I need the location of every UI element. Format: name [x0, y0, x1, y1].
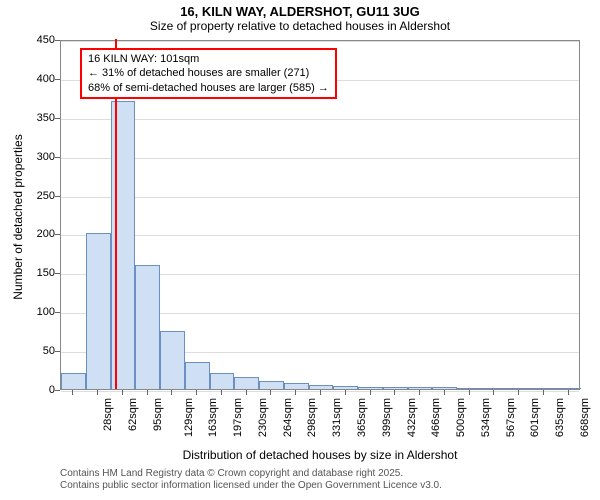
gridline: [61, 158, 579, 159]
ytick-mark: [55, 273, 60, 274]
xtick-mark: [122, 390, 123, 395]
histogram-bar: [309, 385, 334, 389]
chart-subtitle: Size of property relative to detached ho…: [0, 19, 600, 33]
histogram-bar: [358, 387, 383, 389]
histogram-bar: [333, 386, 358, 389]
histogram-bar: [160, 331, 185, 389]
ytick-label: 200: [25, 228, 55, 240]
ytick-mark: [55, 196, 60, 197]
gridline: [61, 197, 579, 198]
histogram-bar: [457, 388, 482, 389]
histogram-bar: [111, 101, 136, 389]
ytick-mark: [55, 234, 60, 235]
histogram-bar: [135, 265, 160, 389]
annotation-line1: 16 KILN WAY: 101sqm: [88, 52, 329, 66]
xtick-mark: [97, 390, 98, 395]
histogram-bar: [259, 381, 284, 389]
xtick-label: 129sqm: [183, 398, 195, 437]
histogram-bar: [531, 388, 556, 389]
xtick-label: 163sqm: [208, 398, 220, 437]
xtick-mark: [394, 390, 395, 395]
annotation-box: 16 KILN WAY: 101sqm ← 31% of detached ho…: [80, 48, 337, 99]
histogram-bar: [383, 387, 408, 389]
y-axis-label: Number of detached properties: [11, 127, 25, 307]
xtick-mark: [320, 390, 321, 395]
ytick-label: 250: [25, 190, 55, 202]
ytick-label: 50: [25, 345, 55, 357]
attribution: Contains HM Land Registry data © Crown c…: [60, 468, 442, 492]
xtick-label: 534sqm: [480, 398, 492, 437]
attribution-line2: Contains public sector information licen…: [60, 480, 442, 492]
histogram-bar: [234, 377, 259, 389]
xtick-label: 635sqm: [554, 398, 566, 437]
ytick-label: 400: [25, 73, 55, 85]
xtick-mark: [270, 390, 271, 395]
xtick-mark: [72, 390, 73, 395]
xtick-label: 230sqm: [257, 398, 269, 437]
histogram-bar: [61, 373, 86, 389]
xtick-label: 500sqm: [455, 398, 467, 437]
histogram-bar: [284, 383, 309, 389]
histogram-bar: [86, 233, 111, 389]
xtick-label: 95sqm: [152, 398, 164, 431]
xtick-mark: [370, 390, 371, 395]
xtick-mark: [568, 390, 569, 395]
attribution-line1: Contains HM Land Registry data © Crown c…: [60, 468, 442, 480]
annotation-line2: ← 31% of detached houses are smaller (27…: [88, 66, 329, 80]
xtick-mark: [543, 390, 544, 395]
ytick-label: 100: [25, 306, 55, 318]
ytick-label: 450: [25, 34, 55, 46]
xtick-mark: [518, 390, 519, 395]
xtick-label: 567sqm: [505, 398, 517, 437]
xtick-mark: [345, 390, 346, 395]
xtick-mark: [246, 390, 247, 395]
ytick-mark: [55, 79, 60, 80]
xtick-mark: [493, 390, 494, 395]
xtick-label: 668sqm: [579, 398, 591, 437]
gridline: [61, 119, 579, 120]
xtick-label: 432sqm: [406, 398, 418, 437]
x-axis-label: Distribution of detached houses by size …: [60, 448, 580, 462]
xtick-mark: [469, 390, 470, 395]
chart-title: 16, KILN WAY, ALDERSHOT, GU11 3UG: [0, 0, 600, 19]
xtick-label: 399sqm: [381, 398, 393, 437]
ytick-mark: [55, 40, 60, 41]
ytick-mark: [55, 312, 60, 313]
xtick-mark: [444, 390, 445, 395]
xtick-label: 601sqm: [529, 398, 541, 437]
annotation-line3: 68% of semi-detached houses are larger (…: [88, 81, 329, 95]
xtick-label: 365sqm: [356, 398, 368, 437]
histogram-bar: [185, 362, 210, 389]
histogram-bar: [432, 387, 457, 389]
ytick-mark: [55, 351, 60, 352]
ytick-label: 350: [25, 112, 55, 124]
xtick-label: 331sqm: [331, 398, 343, 437]
xtick-label: 298sqm: [307, 398, 319, 437]
xtick-mark: [221, 390, 222, 395]
histogram-bar: [556, 388, 581, 389]
ytick-label: 150: [25, 267, 55, 279]
ytick-mark: [55, 118, 60, 119]
gridline: [61, 41, 579, 42]
xtick-label: 28sqm: [102, 398, 114, 431]
gridline: [61, 235, 579, 236]
histogram-bar: [210, 373, 235, 389]
chart-container: 16, KILN WAY, ALDERSHOT, GU11 3UG Size o…: [0, 0, 600, 500]
ytick-label: 300: [25, 151, 55, 163]
xtick-mark: [147, 390, 148, 395]
ytick-mark: [55, 390, 60, 391]
histogram-bar: [408, 387, 433, 389]
histogram-bar: [507, 388, 532, 389]
xtick-mark: [196, 390, 197, 395]
xtick-label: 264sqm: [282, 398, 294, 437]
xtick-label: 197sqm: [232, 398, 244, 437]
xtick-mark: [295, 390, 296, 395]
ytick-mark: [55, 157, 60, 158]
histogram-bar: [482, 388, 507, 389]
xtick-mark: [171, 390, 172, 395]
xtick-label: 466sqm: [430, 398, 442, 437]
xtick-label: 62sqm: [127, 398, 139, 431]
ytick-label: 0: [25, 384, 55, 396]
xtick-mark: [419, 390, 420, 395]
